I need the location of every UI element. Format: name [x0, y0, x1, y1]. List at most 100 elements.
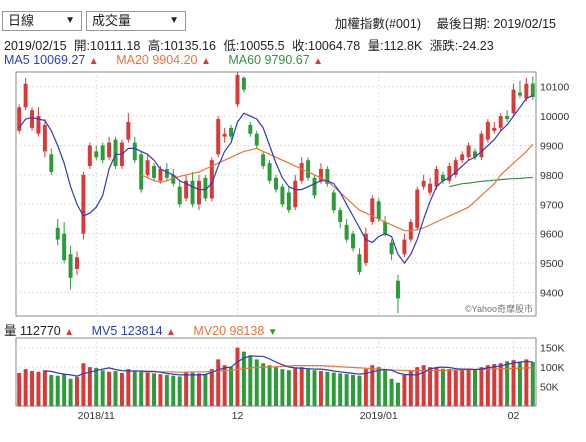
volume-bar	[395, 382, 400, 406]
candle-down	[164, 169, 169, 178]
volume-bar	[190, 372, 195, 406]
indicator-select[interactable]: 成交量 ▼	[86, 11, 186, 31]
volume-bar	[81, 363, 86, 406]
volume-bar	[261, 363, 266, 406]
toolbar: 日線 ▼ 成交量 ▼ 加權指數(#001) 最後日期: 2019/02/15	[0, 0, 586, 34]
volume-bar	[434, 367, 439, 406]
candle-down	[505, 116, 510, 120]
ma20-legend: MA20 9904.20 ▲	[116, 53, 211, 67]
volume-bar	[267, 365, 272, 406]
volume-bar	[370, 365, 375, 406]
volume-bar	[222, 365, 227, 406]
up-triangle-icon: ▲	[166, 327, 176, 338]
volume-tick-label: 150K	[540, 343, 565, 355]
quote-open: 開:10111.18	[74, 39, 141, 53]
price-tick-label: 9500	[540, 258, 564, 270]
volume-bar	[254, 359, 259, 406]
indicator-select-value: 成交量	[92, 13, 132, 28]
price-tick-label: 9900	[540, 140, 564, 152]
candle-up	[107, 142, 112, 158]
up-triangle-icon: ▲	[64, 327, 75, 338]
candle-down	[254, 133, 259, 146]
volume-bar	[177, 376, 182, 406]
volume-bar	[517, 362, 522, 406]
volume-bar	[306, 368, 311, 406]
candle-down	[344, 224, 349, 240]
candle-down	[261, 154, 266, 167]
volume-bar	[216, 359, 221, 406]
volume-bar	[113, 371, 118, 406]
volume-bar	[415, 367, 420, 406]
price-tick-label: 10000	[540, 111, 569, 123]
volume-bar	[17, 372, 22, 406]
ma5-line	[18, 94, 534, 265]
candle-down	[530, 83, 535, 97]
quote-change: 漲跌:-24.23	[429, 39, 494, 53]
volume-bar	[511, 360, 516, 406]
candle-up	[498, 116, 503, 128]
candle-up	[158, 169, 163, 181]
watermark: ©Yahoo奇摩股市	[465, 303, 533, 314]
volume-bar	[473, 369, 478, 406]
volume-bar	[428, 367, 433, 406]
volume-bar	[318, 371, 323, 406]
period-select[interactable]: 日線 ▼	[2, 11, 82, 31]
volume-bar	[203, 374, 208, 406]
candle-up	[81, 174, 86, 234]
candle-down	[229, 127, 234, 137]
index-name: 加權指數(#001)	[334, 17, 421, 31]
volume-bar	[389, 378, 394, 406]
candle-down	[62, 233, 67, 261]
candle-up	[485, 121, 490, 140]
candle-up	[222, 133, 227, 137]
price-tick-label: 9800	[540, 170, 564, 182]
candle-up	[479, 133, 484, 158]
candle-down	[152, 166, 157, 178]
candle-down	[248, 124, 253, 134]
time-tick-label: 12	[232, 410, 244, 422]
volume-bar	[498, 363, 503, 406]
candle-up	[492, 127, 497, 131]
candle-up	[126, 121, 131, 140]
candle-down	[376, 201, 381, 219]
candle-down	[331, 192, 336, 211]
candle-down	[286, 192, 291, 211]
ma-legend: MA5 10069.27 ▲ MA20 9904.20 ▲ MA60 9790.…	[4, 53, 337, 67]
volume-bar	[209, 369, 214, 406]
candle-down	[203, 177, 208, 199]
last-date-label: 最後日期: 2019/02/15	[436, 17, 556, 31]
candle-down	[395, 280, 400, 299]
volume-bar	[196, 373, 201, 406]
volume-bar	[30, 371, 35, 406]
candle-up	[318, 169, 323, 181]
candle-down	[440, 174, 445, 181]
candle-up	[402, 239, 407, 255]
price-tick-label: 9400	[540, 287, 564, 299]
volume-bar	[280, 369, 285, 406]
candle-up	[17, 107, 22, 131]
volume-bar	[235, 347, 240, 406]
candle-down	[68, 254, 73, 278]
candle-down	[139, 154, 144, 190]
quote-high: 高:10135.16	[147, 39, 216, 53]
candle-up	[184, 180, 189, 199]
volume-bar	[152, 373, 157, 406]
candle-up	[434, 169, 439, 187]
volume-bar	[164, 374, 169, 406]
volume-bar	[107, 371, 112, 406]
time-tick-label: 2019/01	[360, 410, 398, 422]
candle-down	[267, 163, 272, 181]
volume-bar	[145, 372, 150, 406]
candle-down	[325, 169, 330, 184]
price-panel-frame	[15, 71, 537, 317]
volume-bar	[119, 372, 124, 406]
candle-down	[357, 254, 362, 272]
volume-bar	[376, 367, 381, 406]
candle-up	[145, 160, 150, 175]
volume-bar	[421, 365, 426, 406]
candle-up	[42, 124, 47, 152]
quote-row: 2019/02/15 開:10111.18 高:10135.16 低:10055…	[4, 35, 498, 54]
volume-bar	[479, 367, 484, 406]
volume-bar	[74, 376, 79, 406]
